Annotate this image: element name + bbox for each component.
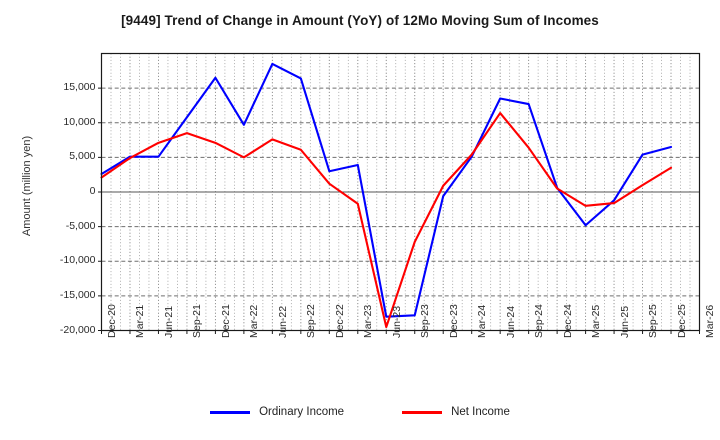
x-axis-tick-label: Dec-20 <box>106 303 118 338</box>
x-axis-tick-label: Jun-21 <box>162 305 175 338</box>
y-axis-tick-label: -10,000 <box>59 254 96 267</box>
legend-item-1[interactable]: Net Income <box>402 406 510 418</box>
series-line-1 <box>100 112 673 329</box>
legend-label: Ordinary Income <box>259 406 345 418</box>
chart-title: [9449] Trend of Change in Amount (YoY) o… <box>121 13 599 28</box>
x-axis-tick-label: Mar-24 <box>476 304 489 338</box>
series-line-0 <box>100 62 673 318</box>
y-axis-tick-label: 0 <box>89 185 96 197</box>
x-axis-tick-label: Mar-22 <box>248 304 261 338</box>
y-axis-tick-label: -15,000 <box>59 288 96 301</box>
x-axis-tick-label: Sep-24 <box>533 303 546 338</box>
x-axis-tick-label: Jun-25 <box>618 305 631 338</box>
y-axis-tick-label: -20,000 <box>59 323 96 336</box>
x-axis-tick-label: Dec-25 <box>675 303 688 338</box>
legend-label: Net Income <box>451 406 510 418</box>
y-axis-tick-label: -5,000 <box>65 219 96 232</box>
x-axis-tick-label: Mar-23 <box>362 304 375 338</box>
x-axis-tick-label: Jun-22 <box>276 305 289 338</box>
x-axis-tick-label: Jun-23 <box>390 305 403 338</box>
x-axis-tick-label: Mar-25 <box>590 304 603 338</box>
x-axis-tick-label: Mar-21 <box>134 304 147 338</box>
legend-item-0[interactable]: Ordinary Income <box>210 406 344 418</box>
y-axis-tick-label: 5,000 <box>69 150 96 163</box>
x-axis-tick-label: Sep-25 <box>647 303 660 338</box>
chart-legend: Ordinary Income Net Income <box>0 406 720 418</box>
x-axis-tick-label: Sep-22 <box>305 303 318 338</box>
x-axis-tick-label: Dec-21 <box>219 303 232 338</box>
x-axis-tick-label: Jun-24 <box>504 305 517 338</box>
x-axis-tick-label: Sep-21 <box>191 303 204 338</box>
legend-line-icon <box>210 410 251 414</box>
x-axis-tick-label: Sep-23 <box>419 303 432 338</box>
legend-line-icon <box>402 410 443 414</box>
x-axis-tick-label: Mar-26 <box>704 304 716 338</box>
y-axis-tick-label: 10,000 <box>63 115 96 128</box>
x-axis-tick-label: Dec-22 <box>333 303 346 338</box>
y-axis-tick-label: 15,000 <box>63 81 96 94</box>
x-axis-tick-label: Dec-23 <box>447 303 460 338</box>
x-axis-tick-label: Dec-24 <box>561 303 574 338</box>
